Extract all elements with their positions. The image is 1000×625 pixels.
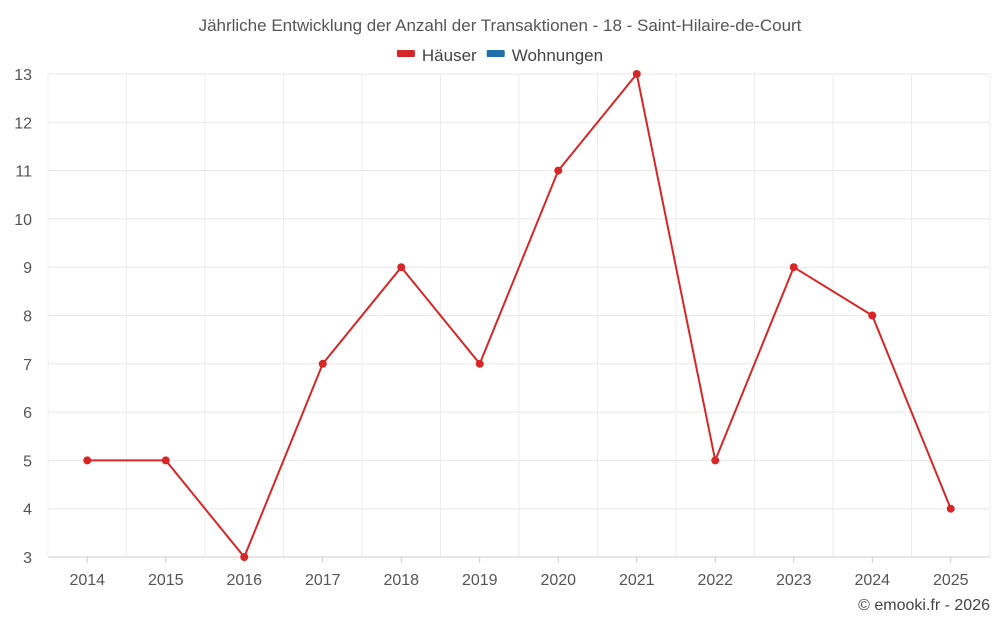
x-tick-label: 2023 xyxy=(776,572,812,589)
series-line xyxy=(87,73,952,558)
chart-title: Jährliche Entwicklung der Anzahl der Tra… xyxy=(199,16,802,35)
data-point[interactable] xyxy=(397,263,406,272)
y-tick-label: 4 xyxy=(23,502,32,519)
credit-text: © emooki.fr - 2026 xyxy=(858,597,990,614)
y-tick-label: 6 xyxy=(23,405,32,422)
data-point[interactable] xyxy=(318,359,327,368)
series-Häuser xyxy=(83,70,955,561)
y-tick-label: 9 xyxy=(23,260,32,277)
legend-item[interactable]: Häuser xyxy=(396,46,477,65)
x-tick-label: 2016 xyxy=(226,572,262,589)
data-point[interactable] xyxy=(240,553,249,561)
x-tick-label: 2018 xyxy=(383,572,419,589)
x-tick-label: 2022 xyxy=(697,572,733,589)
data-point[interactable] xyxy=(83,456,92,465)
x-tick-label: 2021 xyxy=(619,572,655,589)
legend-label: Wohnungen xyxy=(512,46,603,65)
y-tick-label: 7 xyxy=(23,357,32,374)
data-point[interactable] xyxy=(161,456,170,465)
legend-item[interactable]: Wohnungen xyxy=(486,46,603,65)
y-tick-label: 10 xyxy=(14,212,32,229)
legend-swatch xyxy=(486,50,505,57)
x-tick-label: 2014 xyxy=(69,572,105,589)
x-tick-label: 2024 xyxy=(854,572,890,589)
x-axis-ticks: 2014 2015 2016 2017 2018 2019 2020 2021 2022 2023… xyxy=(69,572,968,589)
data-point[interactable] xyxy=(789,263,798,272)
legend: Häuser Wohnungen xyxy=(396,46,603,65)
data-point[interactable] xyxy=(475,359,484,368)
series-layer xyxy=(83,70,955,561)
grid xyxy=(47,73,991,558)
y-tick-label: 12 xyxy=(14,115,32,132)
x-tick-label: 2015 xyxy=(148,572,184,589)
legend-swatch xyxy=(396,50,415,57)
legend-label: Häuser xyxy=(422,46,477,65)
x-tick-label: 2025 xyxy=(933,572,969,589)
x-tick-label: 2020 xyxy=(540,572,576,589)
y-tick-label: 13 xyxy=(14,67,32,84)
x-tick-label: 2017 xyxy=(305,572,341,589)
y-tick-label: 3 xyxy=(23,550,32,567)
y-tick-label: 5 xyxy=(23,453,32,470)
y-tick-label: 8 xyxy=(23,309,32,326)
axes xyxy=(48,556,990,563)
data-point[interactable] xyxy=(554,166,563,175)
data-point[interactable] xyxy=(946,504,955,513)
data-point[interactable] xyxy=(868,311,877,320)
y-axis-ticks: 3 4 5 6 7 8 9 10 11 12 13 xyxy=(14,67,32,567)
data-point[interactable] xyxy=(711,456,720,465)
data-point[interactable] xyxy=(632,70,641,78)
x-tick-label: 2019 xyxy=(462,572,498,589)
y-tick-label: 11 xyxy=(15,164,32,181)
